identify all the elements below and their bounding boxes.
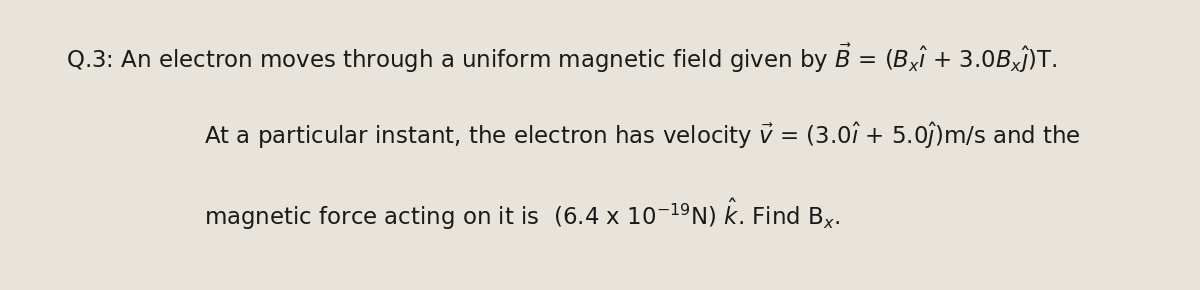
Text: magnetic force acting on it is  (6.4 x 10$^{-19}$N) $\hat{k}$. Find B$_x$.: magnetic force acting on it is (6.4 x 10… — [204, 197, 840, 232]
Text: At a particular instant, the electron has velocity $\vec{v}$ = (3.0$\hat{\imath}: At a particular instant, the electron ha… — [204, 121, 1081, 151]
Text: Q.3: An electron moves through a uniform magnetic field given by $\vec{B}$ = ($B: Q.3: An electron moves through a uniform… — [66, 41, 1057, 75]
